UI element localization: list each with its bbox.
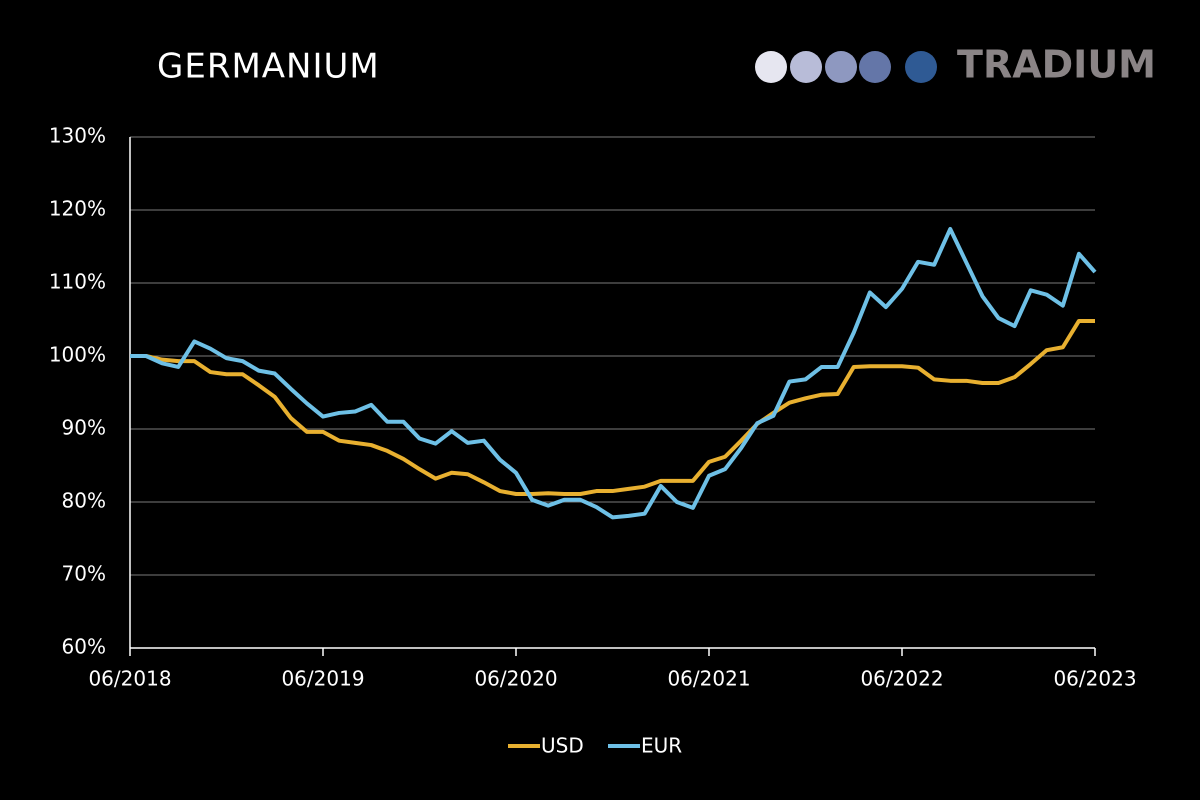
logo-dot	[905, 51, 937, 83]
logo-dot	[790, 51, 822, 83]
brand-name: TRADIUM	[957, 43, 1156, 87]
logo: TRADIUM	[755, 43, 1156, 87]
y-tick-label: 70%	[62, 562, 106, 586]
legend-label: USD	[541, 734, 584, 758]
logo-dot	[825, 51, 857, 83]
x-tick-label: 06/2022	[860, 667, 943, 691]
x-tick-label: 06/2018	[88, 667, 171, 691]
y-tick-label: 120%	[49, 197, 106, 221]
data-line	[130, 226, 1097, 520]
y-tick-label: 90%	[62, 416, 106, 440]
chart-title: GERMANIUM	[157, 47, 380, 87]
y-tick-label: 80%	[62, 489, 106, 513]
x-tick-label: 06/2019	[281, 667, 364, 691]
x-tick-label: 06/2020	[474, 667, 557, 691]
y-tick-label: 130%	[49, 124, 106, 148]
y-tick-label: 60%	[62, 635, 106, 659]
data-line	[130, 318, 1095, 496]
y-tick-label: 100%	[49, 343, 106, 367]
x-tick-label: 06/2023	[1053, 667, 1136, 691]
logo-dot	[859, 51, 891, 83]
logo-dot	[755, 51, 787, 83]
y-tick-label: 110%	[49, 270, 106, 294]
x-tick-label: 06/2021	[667, 667, 750, 691]
legend-label: EUR	[641, 734, 682, 758]
